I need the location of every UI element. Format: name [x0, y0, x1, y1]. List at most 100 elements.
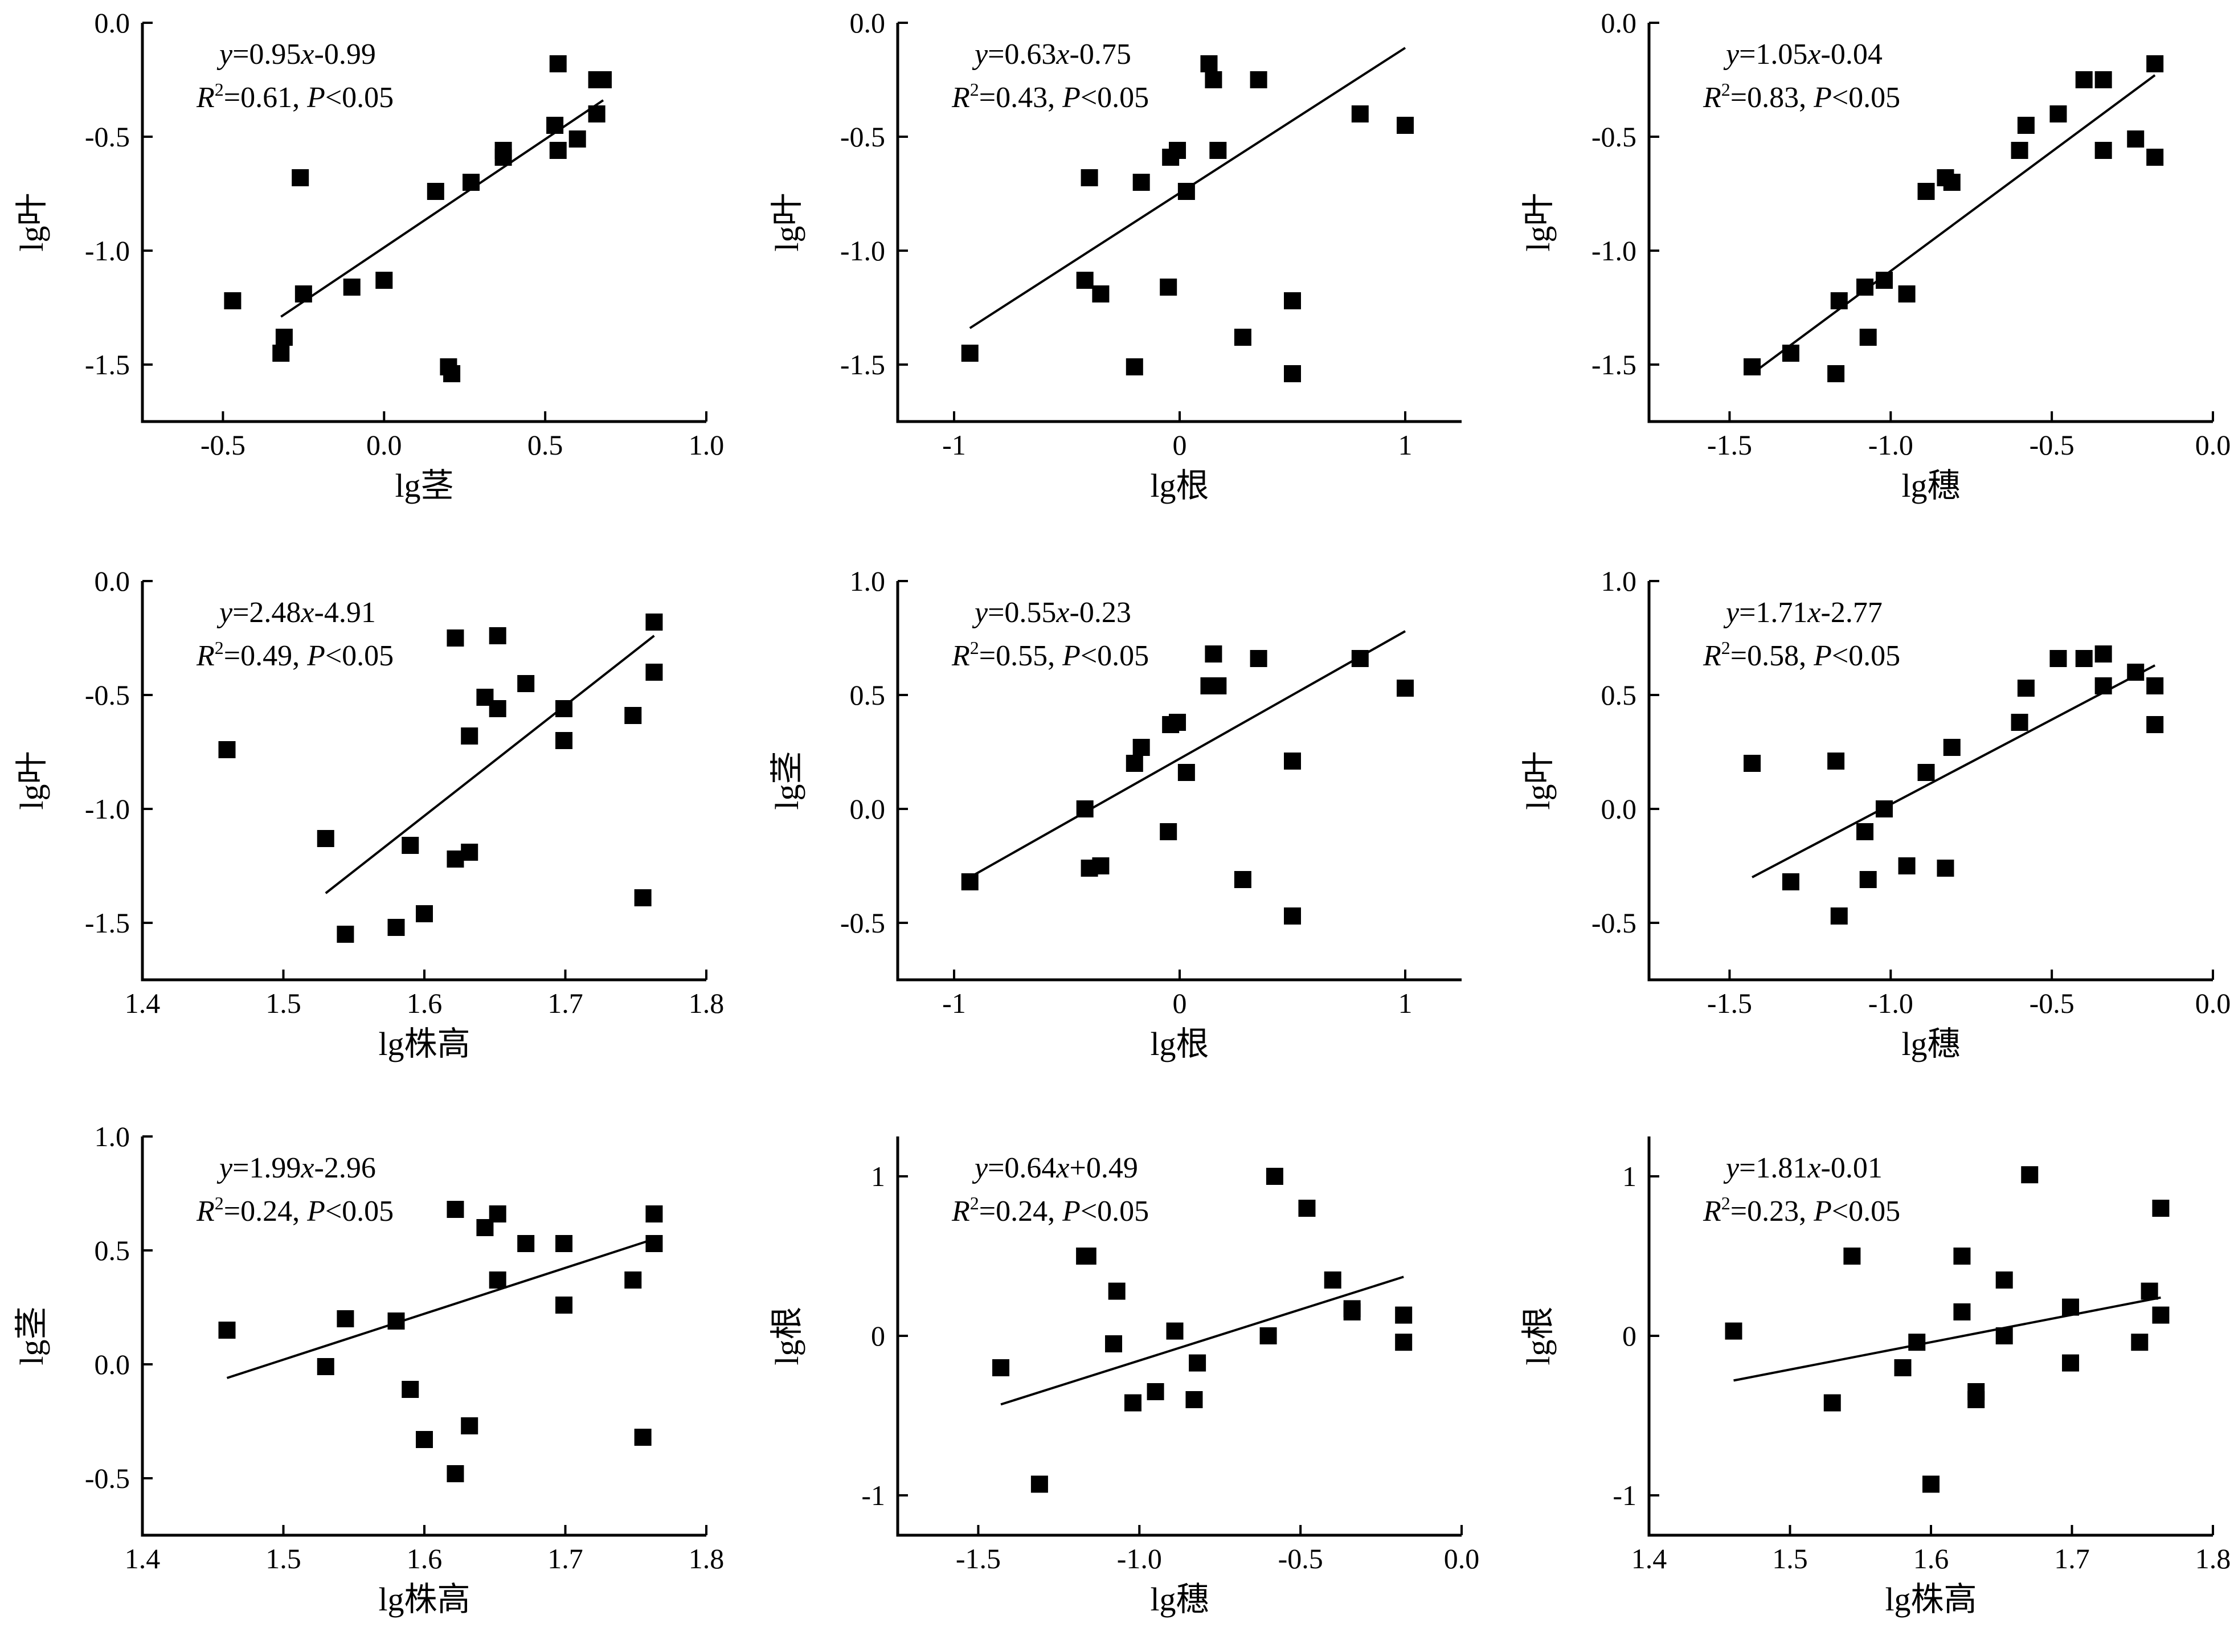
data-point: [2049, 105, 2067, 122]
p-symbol: P: [1062, 1195, 1081, 1228]
data-point: [2062, 1298, 2080, 1316]
data-point: [1351, 105, 1369, 122]
data-point: [2021, 1166, 2039, 1184]
y-tick-label: 1: [871, 1160, 885, 1192]
data-point: [1259, 1327, 1277, 1344]
data-point: [1234, 871, 1251, 888]
data-point: [1105, 1335, 1123, 1352]
x-tick-label: 0.0: [2195, 987, 2231, 1019]
y-tick-label: 1.0: [1601, 565, 1637, 597]
data-point: [447, 1465, 464, 1482]
regression-line: [325, 635, 655, 894]
y-tick-label: 0.0: [1601, 7, 1637, 39]
data-point: [1894, 1359, 1912, 1376]
data-point: [1132, 739, 1150, 756]
r-squared-superscript: 2: [1721, 79, 1730, 100]
axis-frame: [1647, 23, 2213, 423]
equation-slope: =2.48: [232, 596, 301, 629]
scatter-panel-2: -1 0 10.0-0.5-1.0-1.5lg根lg叶y=0.63x-0.75R2=…: [768, 7, 1462, 504]
data-point: [645, 1205, 663, 1222]
data-point: [1744, 358, 1761, 375]
x-tick-label: 0: [1173, 987, 1187, 1019]
equation-lhs: y: [216, 596, 233, 629]
data-point: [634, 1429, 652, 1446]
data-point: [292, 169, 309, 186]
y-tick-label: -1.5: [840, 349, 885, 381]
p-symbol: P: [306, 640, 325, 672]
x-tick-label: 1.4: [1631, 1543, 1667, 1575]
data-point: [555, 1235, 573, 1252]
p-symbol: P: [1813, 640, 1832, 672]
data-point: [1205, 71, 1222, 88]
x-tick-label: 1.7: [547, 987, 583, 1019]
equation-intercept: -0.99: [314, 38, 376, 71]
data-point: [387, 1312, 405, 1330]
regression-equation: y=0.55x-0.23: [972, 596, 1131, 629]
data-point: [2146, 716, 2164, 733]
data-point: [2127, 664, 2145, 681]
data-point: [489, 700, 506, 717]
data-point: [1395, 1334, 1413, 1351]
data-point: [1875, 272, 1893, 289]
data-point: [1782, 873, 1799, 890]
regression-equation: y=1.81x-0.01: [1723, 1152, 1883, 1184]
regression-stats: R2=0.61, P<0.05: [196, 79, 394, 114]
y-tick-label: -1: [861, 1479, 885, 1511]
regression-stats: R2=0.43, P<0.05: [951, 79, 1149, 114]
y-tick-label: 0.5: [95, 1234, 130, 1266]
equation-variable: x: [1807, 1152, 1820, 1184]
data-point: [1169, 142, 1186, 159]
data-point: [549, 55, 567, 72]
x-axis-title: lg穗: [1150, 1581, 1209, 1618]
data-point: [1395, 1306, 1413, 1324]
equation-intercept: +0.49: [1070, 1152, 1138, 1184]
equation-variable: x: [1055, 596, 1069, 629]
data-point: [375, 272, 393, 289]
y-tick-label: -0.5: [85, 121, 130, 153]
y-tick-label: -0.5: [1591, 121, 1636, 153]
data-point: [568, 130, 586, 148]
x-tick-label: 1: [1398, 987, 1413, 1019]
data-point: [1250, 71, 1267, 88]
r-squared-superscript: 2: [970, 637, 979, 658]
x-tick-label: 1.6: [407, 1543, 443, 1575]
y-tick-label: 1: [1622, 1160, 1636, 1192]
equation-slope: =0.63: [988, 38, 1056, 71]
data-point: [1160, 823, 1177, 840]
p-symbol: P: [1062, 81, 1081, 114]
data-point: [1126, 358, 1143, 375]
equation-slope: =1.71: [1739, 596, 1807, 629]
r-squared-superscript: 2: [215, 79, 224, 100]
equation-intercept: -2.96: [314, 1152, 376, 1184]
r-squared-superscript: 2: [970, 79, 979, 100]
r-squared-value: =0.24,: [224, 1195, 307, 1228]
x-tick-label: 0.0: [2195, 429, 2231, 461]
data-point: [1827, 753, 1845, 770]
data-point: [546, 117, 564, 134]
x-tick-label: 1.7: [2054, 1543, 2090, 1575]
x-axis-title: lg穗: [1901, 1025, 1960, 1062]
data-point: [645, 664, 663, 681]
data-point: [1397, 680, 1414, 697]
y-tick-label: -0.5: [85, 1462, 130, 1494]
equation-intercept: -0.04: [1821, 38, 1883, 71]
data-point: [1092, 857, 1110, 874]
data-point: [1030, 1475, 1048, 1493]
p-symbol: P: [306, 81, 325, 114]
equation-intercept: -0.75: [1070, 38, 1131, 71]
data-point: [634, 889, 652, 906]
data-point: [992, 1359, 1010, 1376]
data-point: [1967, 1391, 1985, 1408]
equation-variable: x: [300, 596, 314, 629]
data-point: [1298, 1200, 1316, 1217]
data-point: [1943, 174, 1961, 191]
data-point: [2017, 680, 2035, 697]
data-point: [443, 365, 461, 382]
equation-slope: =0.95: [232, 38, 301, 71]
r-squared-value: =0.43,: [979, 81, 1062, 114]
data-point: [1898, 857, 1916, 874]
r-squared-symbol: R: [196, 81, 215, 114]
y-tick-label: -1.5: [85, 349, 130, 381]
data-point: [1827, 365, 1845, 382]
x-tick-label: 0.5: [527, 429, 563, 461]
